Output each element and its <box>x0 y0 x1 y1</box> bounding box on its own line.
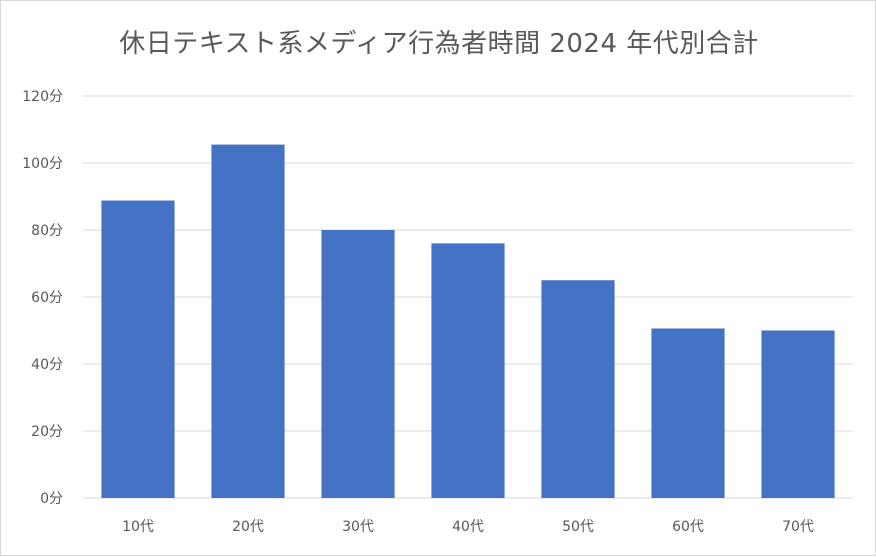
x-tick-label: 50代 <box>562 519 594 535</box>
y-tick-label: 20分 <box>31 424 63 440</box>
y-axis-ticks: 0分 20分 40分 60分 80分 100分 120分 <box>22 89 63 507</box>
bar-6 <box>651 328 725 498</box>
x-tick-label: 20代 <box>232 519 264 535</box>
bar-5 <box>541 280 615 498</box>
x-tick-label: 40代 <box>452 519 484 535</box>
bar-2 <box>211 144 285 498</box>
bar-4 <box>431 243 505 498</box>
bar-3 <box>321 230 395 498</box>
y-tick-label: 60分 <box>31 290 63 306</box>
bar-7 <box>761 330 835 498</box>
y-tick-label: 0分 <box>40 491 63 507</box>
x-tick-label: 10代 <box>122 519 154 535</box>
y-tick-label: 120分 <box>22 89 63 105</box>
y-tick-label: 40分 <box>31 357 63 373</box>
x-tick-label: 60代 <box>672 519 704 535</box>
bars <box>101 144 835 498</box>
y-tick-label: 100分 <box>22 156 63 172</box>
x-tick-label: 70代 <box>782 519 814 535</box>
chart-title: 休日テキスト系メディア行為者時間 2024 年代別合計 <box>119 29 759 59</box>
y-tick-label: 80分 <box>31 223 63 239</box>
x-tick-label: 30代 <box>342 519 374 535</box>
bar-1 <box>101 200 175 498</box>
x-axis-ticks: 10代 20代 30代 40代 50代 60代 70代 <box>122 519 814 535</box>
